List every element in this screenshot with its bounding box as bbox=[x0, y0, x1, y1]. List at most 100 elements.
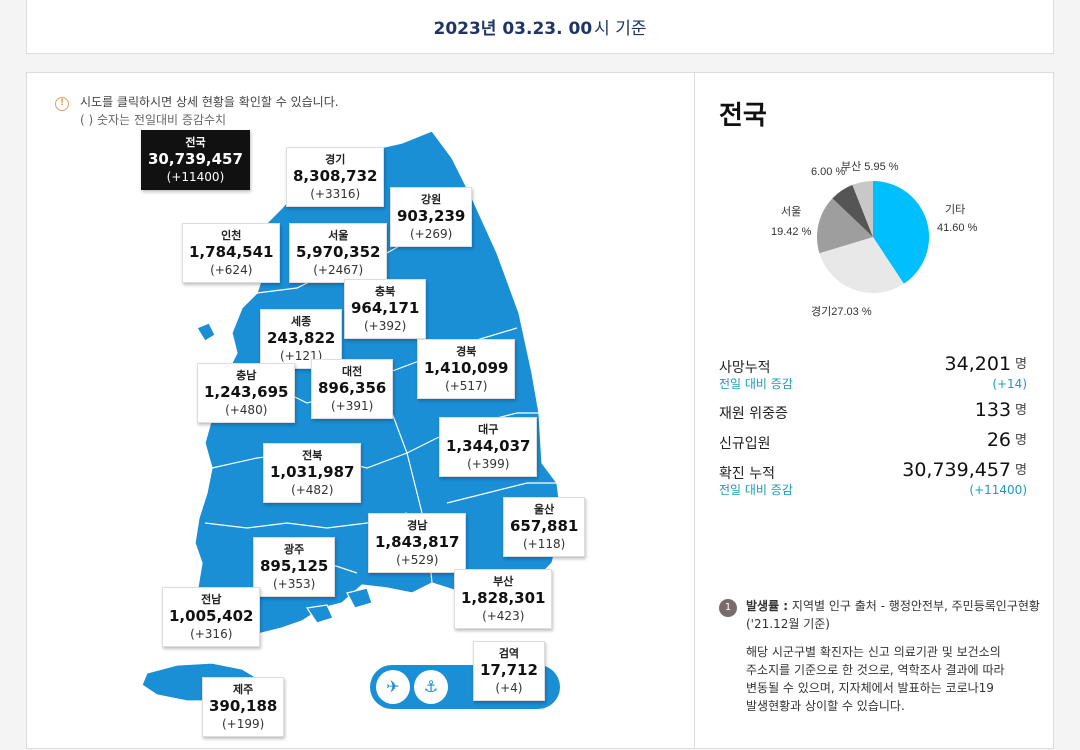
region-count: 1,828,301 bbox=[461, 589, 546, 607]
region-incheon[interactable]: 인천 1,784,541 (+624) bbox=[182, 223, 281, 283]
region-delta: (+11400) bbox=[166, 170, 225, 184]
region-delta: (+391) bbox=[331, 399, 374, 413]
region-count: 243,822 bbox=[267, 329, 336, 347]
region-count: 30,739,457 bbox=[148, 150, 243, 168]
region-name: 경북 bbox=[456, 345, 477, 358]
region-delta: (+118) bbox=[523, 537, 566, 551]
region-name: 대구 bbox=[478, 423, 499, 436]
region-name: 강원 bbox=[421, 193, 442, 206]
region-delta: (+2467) bbox=[313, 263, 364, 277]
region-daejeon[interactable]: 대전 896,356 (+391) bbox=[311, 359, 394, 419]
info-icon: ! bbox=[55, 97, 69, 111]
pie-slice-gyeonggi bbox=[819, 237, 904, 294]
pie-label-busan: 6.00 % bbox=[811, 166, 845, 178]
region-delta: (+482) bbox=[291, 483, 334, 497]
region-name: 서울 bbox=[328, 229, 349, 242]
region-daegu[interactable]: 대구 1,344,037 (+399) bbox=[439, 417, 538, 477]
stats-list: 사망누적 34,201 명 전일 대비 증감 (+14) 재원 위중증 133 명 … bbox=[719, 345, 1027, 497]
region-count: 1,243,695 bbox=[204, 383, 289, 401]
region-gyeongnam[interactable]: 경남 1,843,817 (+529) bbox=[368, 513, 467, 573]
ship-icon[interactable]: ⚓ bbox=[414, 670, 448, 704]
region-delta: (+423) bbox=[482, 609, 525, 623]
stat-delta-label: 전일 대비 증감 bbox=[719, 377, 793, 391]
region-name: 대전 bbox=[342, 365, 363, 378]
region-count: 896,356 bbox=[318, 379, 387, 397]
region-name: 충남 bbox=[236, 369, 257, 382]
stat-value: 34,201 명 bbox=[944, 353, 1027, 375]
region-ulsan[interactable]: 울산 657,881 (+118) bbox=[503, 497, 586, 557]
region-chungnam[interactable]: 충남 1,243,695 (+480) bbox=[197, 363, 296, 423]
region-gwangju[interactable]: 광주 895,125 (+353) bbox=[253, 537, 336, 597]
region-count: 8,308,732 bbox=[293, 167, 378, 185]
region-count: 895,125 bbox=[260, 557, 329, 575]
transport-bar: ✈ ⚓ bbox=[370, 665, 560, 709]
stat-delta-value: (+11400) bbox=[969, 483, 1027, 497]
notice-line-1: 시도를 클릭하시면 상세 현황을 확인할 수 있습니다. bbox=[80, 95, 339, 109]
region-count: 1,784,541 bbox=[189, 243, 274, 261]
footnote-number: 1 bbox=[719, 599, 737, 617]
region-delta: (+624) bbox=[210, 263, 253, 277]
date-value: 2023년 03.23. 00 bbox=[433, 19, 593, 39]
notice-line-2: ( ) 숫자는 전일대비 증감수치 bbox=[80, 113, 227, 127]
stat-confirmed: 확진 누적 30,739,457 명 bbox=[719, 459, 1027, 482]
region-count: 1,410,099 bbox=[424, 359, 509, 377]
region-count: 1,344,037 bbox=[446, 437, 531, 455]
region-count: 1,031,987 bbox=[270, 463, 355, 481]
pie-slice-seoul bbox=[816, 198, 873, 254]
region-gyeongbuk[interactable]: 경북 1,410,099 (+517) bbox=[417, 339, 516, 399]
region-gyeonggi[interactable]: 경기 8,308,732 (+3316) bbox=[286, 147, 385, 207]
region-gangwon[interactable]: 강원 903,239 (+269) bbox=[390, 187, 473, 247]
detail-title: 전국 bbox=[719, 101, 767, 131]
date-suffix: 시 기준 bbox=[594, 19, 647, 39]
region-busan[interactable]: 부산 1,828,301 (+423) bbox=[454, 569, 553, 629]
region-name: 전국 bbox=[185, 136, 206, 149]
detail-panel: 전국 기타 41.60 % 경기27.03 % 서울 19.42 % 6.00 … bbox=[695, 72, 1054, 749]
region-name: 인천 bbox=[221, 229, 242, 242]
region-name: 충북 bbox=[375, 285, 396, 298]
footnote-head: 발생률 : 지역별 인구 출처 - 행정안전부, 주민등록인구현황 bbox=[746, 599, 1040, 613]
pie-label-seoul-pct: 19.42 % bbox=[771, 226, 812, 238]
map-notice: ! 시도를 클릭하시면 상세 현황을 확인할 수 있습니다. ( ) 숫자는 전… bbox=[55, 93, 339, 129]
stat-label: 신규입원 bbox=[719, 436, 771, 452]
pie-label-other: 부산 5.95 % bbox=[841, 160, 899, 173]
stat-label: 재원 위중증 bbox=[719, 406, 788, 422]
region-delta: (+316) bbox=[190, 627, 233, 641]
stat-deaths: 사망누적 34,201 명 bbox=[719, 353, 1027, 376]
airplane-icon[interactable]: ✈ bbox=[376, 670, 410, 704]
region-share-pie: 기타 41.60 % 경기27.03 % 서울 19.42 % 6.00 % 부… bbox=[771, 160, 978, 318]
stat-confirmed-delta: 전일 대비 증감 (+11400) bbox=[719, 481, 1027, 497]
region-name: 경남 bbox=[407, 519, 428, 532]
region-jeju[interactable]: 제주 390,188 (+199) bbox=[202, 677, 285, 737]
region-seoul[interactable]: 서울 5,970,352 (+2467) bbox=[289, 223, 388, 283]
stat-delta-value: (+14) bbox=[992, 377, 1027, 391]
region-jeonbuk[interactable]: 전북 1,031,987 (+482) bbox=[263, 443, 362, 503]
region-delta: (+4) bbox=[495, 681, 523, 695]
region-chungbuk[interactable]: 충북 964,171 (+392) bbox=[344, 279, 427, 339]
region-national[interactable]: 전국 30,739,457 (+11400) bbox=[141, 130, 250, 190]
region-delta: (+480) bbox=[225, 403, 268, 417]
region-name: 전남 bbox=[201, 593, 222, 606]
region-count: 5,970,352 bbox=[296, 243, 381, 261]
region-jeonnam[interactable]: 전남 1,005,402 (+316) bbox=[162, 587, 261, 647]
region-name: 세종 bbox=[291, 315, 312, 328]
region-delta: (+399) bbox=[467, 457, 510, 471]
stat-label: 확진 누적 bbox=[719, 466, 775, 482]
region-name: 부산 bbox=[493, 575, 514, 588]
stat-value: 26 명 bbox=[986, 429, 1027, 451]
region-delta: (+353) bbox=[273, 577, 316, 591]
stat-admit: 신규입원 26 명 bbox=[719, 429, 1027, 452]
region-name: 검역 bbox=[498, 647, 520, 660]
footnote-source-date: ('21.12월 기준) bbox=[746, 617, 830, 631]
region-count: 1,005,402 bbox=[169, 607, 254, 625]
region-name: 광주 bbox=[284, 543, 305, 556]
region-count: 657,881 bbox=[510, 517, 579, 535]
region-delta: (+517) bbox=[445, 379, 488, 393]
stat-value: 30,739,457 명 bbox=[902, 459, 1027, 481]
pie-slice-etc bbox=[873, 180, 930, 284]
region-count: 964,171 bbox=[351, 299, 420, 317]
pie-slice-busan bbox=[832, 184, 873, 237]
region-quarantine[interactable]: 검역 17,712 (+4) bbox=[473, 641, 545, 701]
footnote: 1 발생률 : 지역별 인구 출처 - 행정안전부, 주민등록인구현황 ('21… bbox=[719, 597, 1049, 715]
region-name: 전북 bbox=[302, 449, 323, 462]
region-delta: (+529) bbox=[396, 553, 439, 567]
